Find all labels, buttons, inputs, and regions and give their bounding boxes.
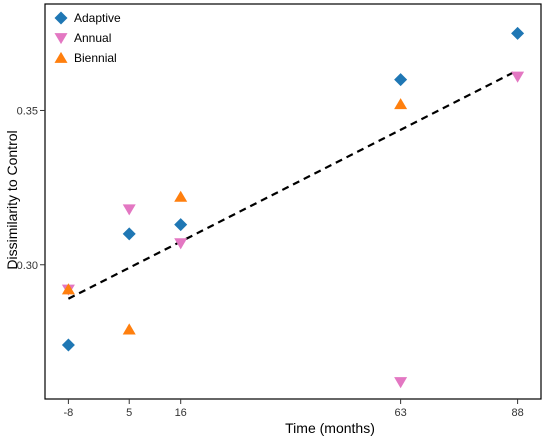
annual-point [394, 377, 408, 389]
legend-label: Biennial [74, 51, 117, 65]
legend-marker-biennial [54, 51, 68, 63]
x-tick-label: 5 [126, 407, 132, 419]
x-tick-label: 16 [175, 407, 187, 419]
adaptive-point [174, 218, 188, 232]
trend-line-layer [67, 69, 519, 300]
plot-area-border [44, 3, 542, 400]
biennial-point [174, 190, 188, 202]
annual-point [174, 238, 188, 250]
biennial-point [394, 98, 408, 110]
trend-line [67, 69, 519, 300]
legend-marker-adaptive [54, 11, 68, 25]
adaptive-point [122, 227, 136, 241]
legend-label: Adaptive [74, 11, 121, 25]
y-tick-label: 0.35 [17, 105, 38, 117]
legend: Adaptive Annual Biennial [54, 11, 121, 65]
biennial-point [122, 323, 136, 335]
x-tick-label: 88 [511, 407, 523, 419]
x-tick-label: 63 [394, 407, 406, 419]
y-tick-label: 0.30 [17, 260, 38, 272]
legend-marker-annual [54, 33, 68, 45]
x-axis-title: Time (months) [285, 420, 375, 436]
adaptive-point [394, 73, 408, 87]
adaptive-point [511, 26, 525, 40]
adaptive-point [61, 338, 75, 352]
biennial-point [61, 283, 75, 295]
series-adaptive [61, 26, 525, 352]
legend-label: Annual [74, 31, 111, 45]
y-axis-title: Dissimilarity to Control [4, 130, 20, 269]
data-points [61, 26, 525, 389]
axes: -8 5 16 63 88 0.30 0.35 [17, 105, 524, 419]
annual-point [122, 204, 136, 216]
x-tick-label: -8 [64, 407, 74, 419]
series-biennial [61, 98, 408, 335]
annual-point [511, 71, 525, 83]
